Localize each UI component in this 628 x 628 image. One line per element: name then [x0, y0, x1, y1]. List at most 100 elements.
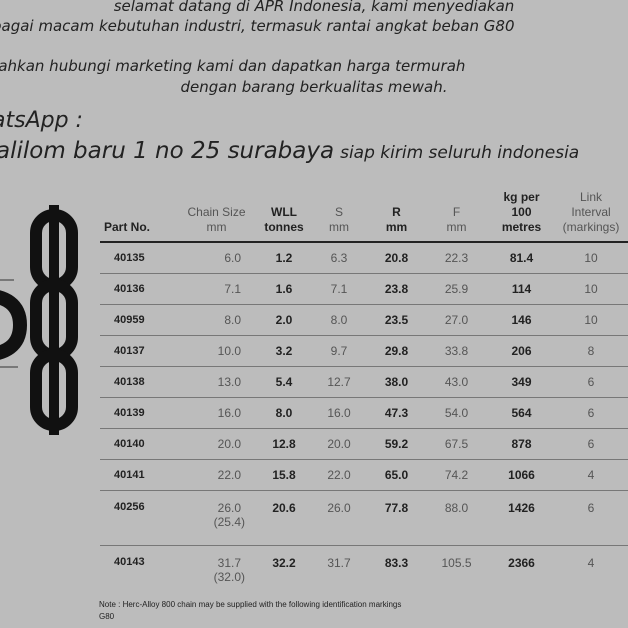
cell-f: 43.0	[424, 366, 489, 398]
cell-s: 31.7	[327, 556, 351, 570]
cell-link-interval: 4	[554, 459, 628, 491]
cell-link-interval: 10	[554, 304, 628, 336]
cell-s: 26.0	[309, 490, 369, 546]
cell-f: 105.5	[441, 556, 472, 570]
cell-part-no: 40140	[100, 428, 174, 460]
cell-wll: 1.6	[259, 273, 309, 305]
cell-wll: 12.8	[259, 428, 309, 460]
cell-link-interval: 6	[554, 397, 628, 429]
cell-chain-size: 13.0	[174, 366, 259, 398]
cell-s: 12.7	[309, 366, 369, 398]
cell-link-interval: 8	[554, 335, 628, 367]
cell-kg-per-100: 2366	[508, 556, 535, 570]
note-marking: G80	[99, 612, 115, 621]
cell-wll: 2.0	[259, 304, 309, 336]
cell-s: 20.0	[309, 428, 369, 460]
table-row: 40136 7.1 1.6 7.1 23.8 25.9 114 10	[100, 273, 628, 305]
cell-wll: 8.0	[259, 397, 309, 429]
cell-kg-per-100: 81.4	[489, 242, 554, 274]
table-row: 40135 6.0 1.2 6.3 20.8 22.3 81.4 10	[100, 242, 628, 274]
cell-f: 88.0	[424, 490, 489, 546]
cell-wll: 20.6	[259, 490, 309, 546]
cell-chain-size: 6.0	[174, 242, 259, 274]
header-kg-per-100: kg per 100 metres	[489, 190, 554, 243]
cell-kg-per-100: 146	[489, 304, 554, 336]
table-row: 40143 31.7 (32.0) 32.2 31.7 83.3 105.5 2366 4	[100, 546, 628, 601]
table-row: 40141 22.0 15.8 22.0 65.0 74.2 1066 4	[100, 459, 628, 491]
cell-wll: 1.2	[259, 242, 309, 274]
cell-chain-size: 20.0	[174, 428, 259, 460]
cell-kg-per-100: 564	[489, 397, 554, 429]
cell-s: 16.0	[309, 397, 369, 429]
table-row: 40959 8.0 2.0 8.0 23.5 27.0 146 10	[100, 304, 628, 336]
address-text: alilom baru 1 no 25 surabaya	[0, 138, 335, 164]
cell-part-no: 40256	[100, 490, 174, 546]
cell-part-no: 40135	[100, 242, 174, 274]
table-row: 40140 20.0 12.8 20.0 59.2 67.5 878 6	[100, 428, 628, 460]
promo-line-1: selamat datang di APR Indonesia, kami me…	[113, 0, 515, 15]
cell-chain-size: 10.0	[174, 335, 259, 367]
cell-f: 67.5	[424, 428, 489, 460]
cell-part-no: 40959	[100, 304, 174, 336]
cell-f: 22.3	[424, 242, 489, 274]
cell-chain-size: 26.0 (25.4)	[174, 490, 259, 546]
cell-kg-per-100: 878	[489, 428, 554, 460]
cell-r: 77.8	[369, 490, 424, 546]
cell-part-no: 40141	[100, 459, 174, 491]
cell-r: 23.5	[369, 304, 424, 336]
cell-kg-per-100: 1426	[489, 490, 554, 546]
cell-part-no: 40136	[100, 273, 174, 305]
promo-line-4: dengan barang berkualitas mewah.	[180, 78, 448, 96]
cell-r: 65.0	[369, 459, 424, 491]
cell-link-interval: 6	[554, 428, 628, 460]
cell-kg-per-100: 349	[489, 366, 554, 398]
cell-part-no: 40143	[114, 556, 145, 568]
cell-r: 59.2	[369, 428, 424, 460]
cell-part-no: 40138	[100, 366, 174, 398]
cell-part-no: 40137	[100, 335, 174, 367]
cell-link-interval: 4	[587, 556, 595, 570]
cell-s: 6.3	[309, 242, 369, 274]
table-row: 40138 13.0 5.4 12.7 38.0 43.0 349 6	[100, 366, 628, 398]
cell-chain-size: 22.0	[174, 459, 259, 491]
cell-r: 83.3	[384, 556, 409, 570]
cell-chain-size: 8.0	[174, 304, 259, 336]
cell-kg-per-100: 1066	[489, 459, 554, 491]
cell-wll: 5.4	[259, 366, 309, 398]
note: Note : Herc-Alloy 800 chain may be suppl…	[99, 599, 401, 623]
whatsapp-label: atsApp :	[0, 108, 83, 133]
table-row: 40139 16.0 8.0 16.0 47.3 54.0 564 6	[100, 397, 628, 429]
cell-kg-per-100: 114	[489, 273, 554, 305]
cell-f: 27.0	[424, 304, 489, 336]
cell-wll: 15.8	[259, 459, 309, 491]
cell-link-interval: 6	[554, 366, 628, 398]
cell-chain-size: 31.7 (32.0)	[213, 556, 245, 584]
address-line: alilom baru 1 no 25 surabaya siap kirim s…	[0, 138, 579, 164]
header-part-no: Part No.	[100, 190, 174, 243]
promo-line-3: ilahkan hubungi marketing kami dan dapat…	[0, 57, 466, 75]
header-chain-size: Chain Size mm	[174, 190, 259, 243]
table-row: 40137 10.0 3.2 9.7 29.8 33.8 206 8	[100, 335, 628, 367]
cell-s: 9.7	[309, 335, 369, 367]
header-link-interval: Link Interval (markings)	[554, 190, 628, 243]
cell-part-no: 40139	[100, 397, 174, 429]
cell-chain-size: 16.0	[174, 397, 259, 429]
cell-f: 54.0	[424, 397, 489, 429]
header-wll: WLL tonnes	[259, 190, 309, 243]
table-row: 40256 26.0 (25.4) 20.6 26.0 77.8 88.0 1426 6	[100, 490, 628, 546]
cell-r: 23.8	[369, 273, 424, 305]
cell-f: 74.2	[424, 459, 489, 491]
cell-f: 25.9	[424, 273, 489, 305]
promo-line-2: bagai macam kebutuhan industri, termasuk…	[0, 17, 515, 35]
cell-r: 47.3	[369, 397, 424, 429]
cell-wll: 3.2	[259, 335, 309, 367]
cell-s: 22.0	[309, 459, 369, 491]
cell-link-interval: 10	[554, 273, 628, 305]
cell-r: 29.8	[369, 335, 424, 367]
cell-chain-size: 7.1	[174, 273, 259, 305]
